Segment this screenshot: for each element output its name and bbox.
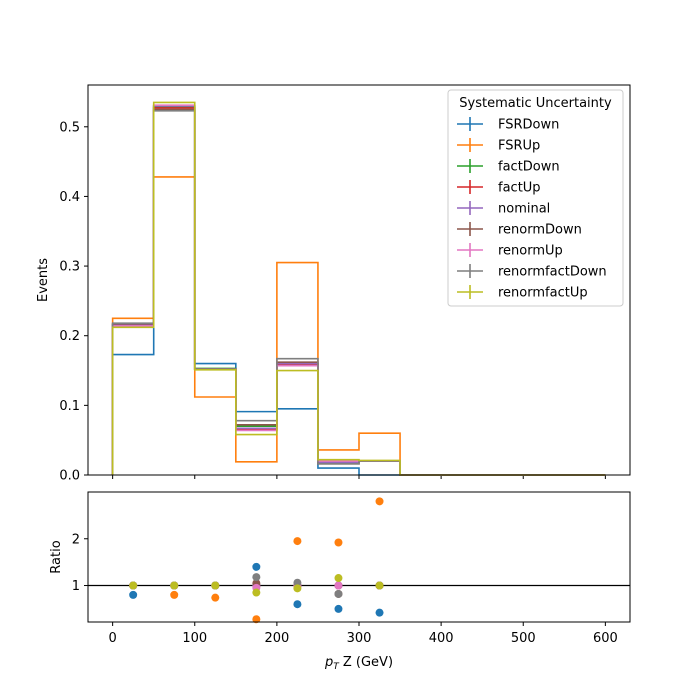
ratio-point-renormfactDown xyxy=(252,573,261,582)
ratio-point-renormfactUp xyxy=(211,581,220,590)
legend-entry-factDown: factDown xyxy=(457,159,560,175)
legend-entry-nominal: nominal xyxy=(457,201,550,217)
ratio-point-FSRUp xyxy=(252,615,261,624)
legend-entry-factUp: factUp xyxy=(457,180,541,196)
legend-entry-renormfactUp: renormfactUp xyxy=(457,285,588,301)
top-axes-frame xyxy=(87,84,631,476)
ratio-xtick-label: 300 xyxy=(347,631,372,646)
legend-entry-renormDown: renormDown xyxy=(457,222,582,238)
ratio-xtick-label: 0 xyxy=(108,631,116,646)
ratio-xtick-label: 600 xyxy=(593,631,618,646)
legend-label: renormUp xyxy=(498,244,563,259)
ratio-point-FSRDown xyxy=(375,608,384,617)
top-ytick-label: 0.0 xyxy=(59,469,80,484)
legend-box xyxy=(447,89,624,307)
ratio-ytick-label: 1 xyxy=(72,579,80,594)
ratio-point-renormfactUp xyxy=(293,584,302,593)
legend-entry-renormfactDown: renormfactDown xyxy=(457,264,607,280)
legend-label: renormfactDown xyxy=(498,265,607,280)
ratio-point-FSRUp xyxy=(334,538,343,547)
ratio-point-renormfactUp xyxy=(252,588,261,597)
legend-title: Systematic Uncertainty xyxy=(459,96,612,111)
ratio-point-FSRUp xyxy=(211,593,220,602)
ratio-xtick-label: 200 xyxy=(264,631,289,646)
legend-entry-renormUp: renormUp xyxy=(457,243,563,259)
xlabel-rest: Z (GeV) xyxy=(339,655,393,670)
ratio-point-renormfactUp xyxy=(375,581,384,590)
legend-label: FSRUp xyxy=(498,139,540,154)
ratio-point-renormfactUp xyxy=(170,581,179,590)
ratio-panel: 1 2 0 100 200 300 400 500 600 Ratio pT Z (GeV) xyxy=(49,491,631,672)
ratio-ytick-label: 2 xyxy=(72,532,80,547)
ratio-point-FSRUp xyxy=(293,537,302,546)
top-ytick-label: 0.2 xyxy=(59,329,80,344)
ratio-point-renormfactDown xyxy=(293,578,302,587)
top-ytick-label: 0.4 xyxy=(59,190,80,205)
legend-label: renormDown xyxy=(498,223,582,238)
legend-label: factDown xyxy=(498,160,560,175)
legend-label: factUp xyxy=(498,181,541,196)
legend-entry-FSRDown: FSRDown xyxy=(457,117,559,133)
ratio-point-FSRDown xyxy=(334,604,343,613)
ratio-ylabel: Ratio xyxy=(49,540,64,573)
ratio-xtick-label: 500 xyxy=(511,631,536,646)
ratio-point-FSRDown xyxy=(129,590,138,599)
ratio-point-FSRUp xyxy=(170,590,179,599)
ratio-point-renormfactUp xyxy=(129,581,138,590)
top-ytick-label: 0.5 xyxy=(59,120,80,135)
top-panel: 0.0 0.1 0.2 0.3 0.4 0.5 Events xyxy=(36,84,631,484)
ratio-point-FSRDown xyxy=(252,562,261,571)
xlabel-p: p xyxy=(324,655,333,670)
ratio-xtick-label: 100 xyxy=(182,631,207,646)
ratio-point-renormfactDown xyxy=(334,589,343,598)
ratio-point-FSRUp xyxy=(375,497,384,506)
xlabel-sub: T xyxy=(333,662,340,672)
top-ylabel: Events xyxy=(36,258,51,302)
ratio-xlabel: pT Z (GeV) xyxy=(324,655,393,672)
ratio-point-renormfactUp xyxy=(334,574,343,583)
legend-label: FSRDown xyxy=(498,118,559,133)
ratio-axes-frame xyxy=(87,491,631,623)
top-ytick-label: 0.3 xyxy=(59,260,80,275)
legend-entry-FSRUp: FSRUp xyxy=(457,138,540,154)
ratio-xtick-label: 400 xyxy=(429,631,454,646)
ratio-point-FSRDown xyxy=(293,600,302,609)
legend-label: nominal xyxy=(498,202,550,217)
legend-label: renormfactUp xyxy=(498,286,588,301)
ratio-point-renormUp xyxy=(334,581,343,590)
top-ytick-label: 0.1 xyxy=(59,399,80,414)
legend: Systematic Uncertainty FSRDown FSRUp factDo… xyxy=(447,89,624,307)
